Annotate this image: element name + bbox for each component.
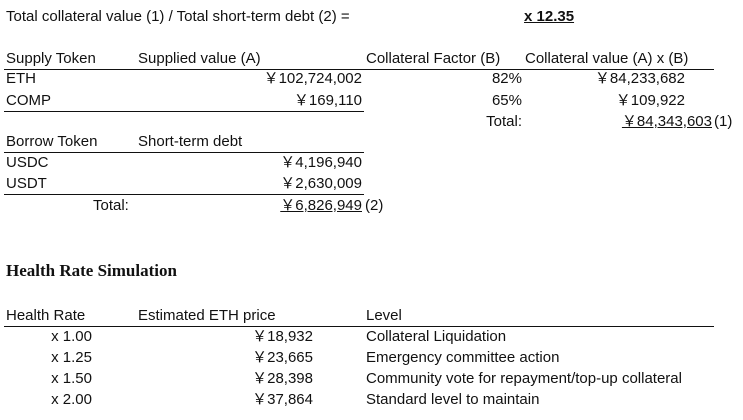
simulation-price-cell: ￥37,864 [252, 391, 313, 408]
supply-total-note: (1) [714, 113, 733, 130]
supply-rows-rule [4, 111, 364, 112]
supply-header-rule [4, 69, 714, 70]
supply-token-cell: ETH [6, 70, 36, 87]
simulation-rate-cell: x 1.00 [51, 328, 92, 345]
supply-header-supplied: Supplied value (A) [138, 50, 261, 67]
simulation-rate-cell: x 1.50 [51, 370, 92, 387]
borrow-total-note: (2) [365, 197, 384, 214]
borrow-header-rule [4, 152, 364, 153]
simulation-header-price: Estimated ETH price [138, 307, 276, 324]
supply-collateral-cell: ￥109,922 [615, 92, 685, 109]
supply-header-factor: Collateral Factor (B) [366, 50, 501, 67]
borrow-total-label: Total: [93, 197, 129, 214]
simulation-price-cell: ￥28,398 [252, 370, 313, 387]
simulation-header-level: Level [366, 307, 402, 324]
simulation-header-rate: Health Rate [6, 307, 86, 324]
supply-supplied-cell: ￥102,724,002 [263, 70, 362, 87]
borrow-token-cell: USDC [6, 154, 49, 171]
borrow-token-cell: USDT [6, 175, 47, 192]
supply-collateral-cell: ￥84,233,682 [594, 70, 685, 87]
simulation-level-cell: Standard level to maintain [366, 391, 540, 408]
simulation-level-cell: Emergency committee action [366, 349, 560, 366]
simulation-price-cell: ￥18,932 [252, 328, 313, 345]
simulation-header-rule [4, 326, 714, 327]
supply-factor-cell: 82% [491, 70, 522, 87]
simulation-level-cell: Community vote for repayment/top-up coll… [366, 370, 682, 387]
simulation-title: Health Rate Simulation [6, 261, 177, 280]
summary-value: x 12.35 [524, 8, 575, 25]
borrow-header-debt: Short-term debt [138, 133, 243, 150]
supply-header-collateral: Collateral value (A) x (B) [525, 50, 689, 67]
summary-label: Total collateral value (1) / Total short… [6, 8, 350, 25]
supply-token-cell: COMP [6, 92, 51, 109]
supply-header-token: Supply Token [6, 50, 96, 67]
borrow-debt-cell: ￥2,630,009 [280, 175, 362, 192]
supply-total-value: ￥84,343,603 [621, 113, 712, 130]
simulation-rate-cell: x 2.00 [51, 391, 92, 408]
simulation-level-cell: Collateral Liquidation [366, 328, 507, 345]
borrow-header-token: Borrow Token [6, 133, 98, 150]
supply-supplied-cell: ￥169,110 [293, 92, 362, 109]
borrow-total-value: ￥6,826,949 [280, 197, 362, 214]
borrow-rows-rule [4, 194, 364, 195]
simulation-price-cell: ￥23,665 [252, 349, 313, 366]
supply-factor-cell: 65% [491, 92, 522, 109]
simulation-rate-cell: x 1.25 [51, 349, 92, 366]
supply-total-label: Total: [486, 113, 522, 130]
borrow-debt-cell: ￥4,196,940 [280, 154, 362, 171]
